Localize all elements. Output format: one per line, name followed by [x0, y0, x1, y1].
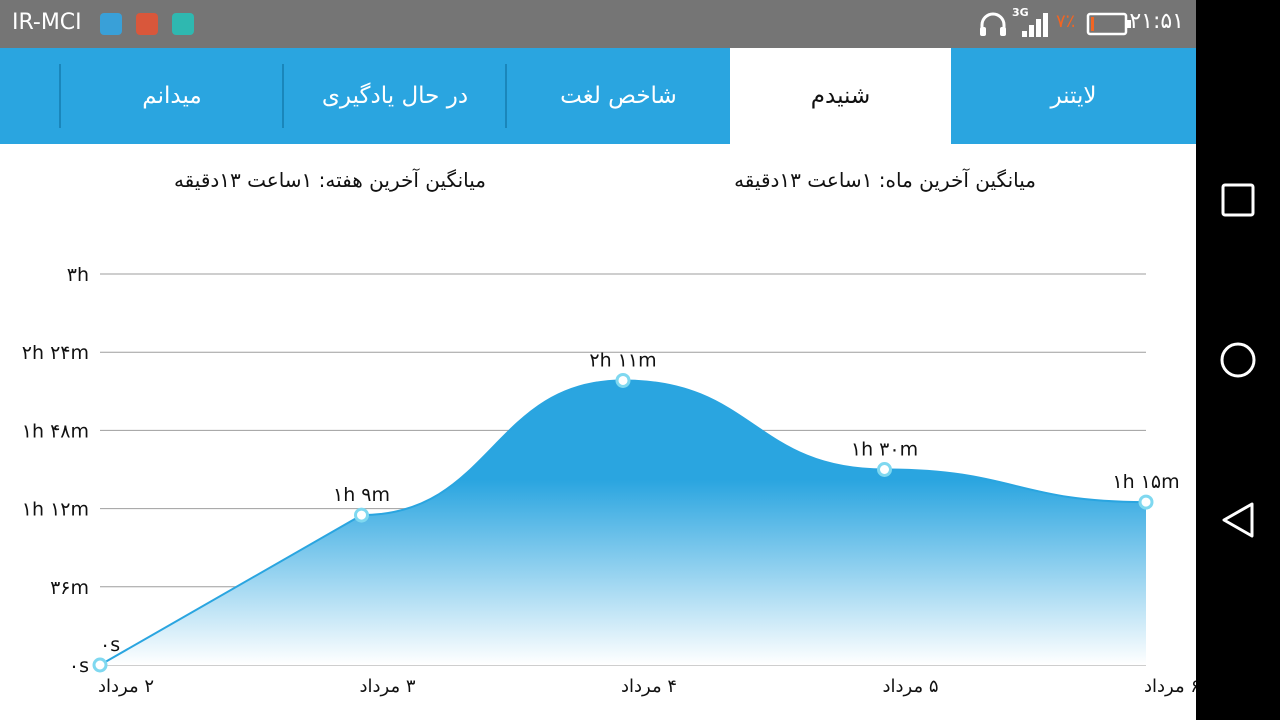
tab-divider: [505, 64, 507, 128]
data-value-label: ۱h ۱۵m: [1112, 471, 1179, 493]
tab-label: در حال یادگیری: [321, 83, 469, 109]
y-tick-label: ۲h ۲۴m: [22, 342, 89, 364]
headphones-icon: [980, 12, 1006, 36]
y-tick-label: ۳۶m: [50, 577, 89, 599]
y-tick-label: ۱h ۱۲m: [22, 499, 89, 521]
recent-apps-button[interactable]: [1214, 176, 1262, 224]
tab-learning[interactable]: در حال یادگیری: [284, 48, 506, 144]
data-point: [354, 507, 369, 523]
back-button[interactable]: [1214, 496, 1262, 544]
x-tick-label: ۳ مرداد: [360, 676, 416, 697]
triangle-back-icon: [1222, 502, 1254, 538]
data-value-label: ۱h ۳۰m: [851, 439, 918, 461]
navigation-bar: [1196, 0, 1280, 720]
tab-known[interactable]: میدانم: [61, 48, 283, 144]
data-point: [877, 462, 892, 477]
y-tick-label: ۰s: [69, 655, 89, 677]
tab-label: شاخص لغت: [560, 83, 677, 109]
home-button[interactable]: [1214, 336, 1262, 384]
tab-divider: [59, 64, 61, 128]
x-tick-label: ۴ مرداد: [621, 676, 677, 697]
y-tick-label: ۳h: [67, 264, 89, 286]
data-value-label: ۲h ۱۱m: [589, 349, 656, 371]
tab-heard[interactable]: شنیدم: [730, 48, 951, 144]
x-tick-label: ۶ مرداد: [1144, 676, 1196, 697]
download-notification-icon: [136, 13, 158, 35]
month-average-label: میانگین آخرین ماه: ۱ساعت ۱۳دقیقه: [734, 168, 1036, 192]
y-tick-label: ۱h ۴۸m: [22, 420, 89, 442]
data-value-label: ۱h ۹m: [333, 484, 390, 506]
data-point: [615, 372, 631, 388]
tab-label: لایتنر: [1050, 83, 1097, 109]
series-area: [100, 380, 1146, 665]
tab-bar: لایتنر شنیدم شاخص لغت در حال یادگیری مید…: [0, 48, 1196, 144]
network-type-label: 3G: [1012, 6, 1029, 19]
x-tick-label: ۲ مرداد: [98, 676, 154, 697]
battery-percent-label: ۷٪: [1056, 11, 1076, 32]
shield-notification-icon: [172, 13, 194, 35]
app-screen: IR-MCI 3G ۷٪ ۲۱:۵۱ لایتنر شنیدم شاخص لغت…: [0, 0, 1196, 720]
series-line: [99, 379, 1147, 666]
week-average-label: میانگین آخرین هفته: ۱ساعت ۱۳دقیقه: [173, 168, 486, 192]
battery-icon: [1086, 12, 1131, 36]
clock-label: ۲۱:۵۱: [1129, 9, 1184, 34]
tab-word-index[interactable]: شاخص لغت: [507, 48, 730, 144]
carrier-label: IR-MCI: [12, 10, 82, 35]
data-point: [92, 657, 108, 673]
data-point: [1138, 494, 1154, 510]
tab-divider: [282, 64, 284, 128]
signal-strength-icon: [1022, 13, 1048, 37]
status-bar: IR-MCI 3G ۷٪ ۲۱:۵۱: [0, 0, 1196, 48]
x-tick-label: ۵ مرداد: [883, 676, 939, 697]
data-value-label: ۰s: [100, 634, 120, 656]
tab-label: شنیدم: [810, 83, 871, 109]
circle-icon: [1220, 342, 1256, 378]
app-notification-icon: [100, 13, 122, 35]
listening-time-chart: ۰s ۳۶m ۱h ۱۲m ۱h ۴۸m ۲h ۲۴m ۳h ۰s ۲ مرداد ۱h ۹m ۳…: [22, 264, 1196, 697]
tab-label: میدانم: [142, 83, 202, 109]
square-icon: [1221, 183, 1255, 217]
tab-leitner[interactable]: لایتنر: [951, 48, 1196, 144]
